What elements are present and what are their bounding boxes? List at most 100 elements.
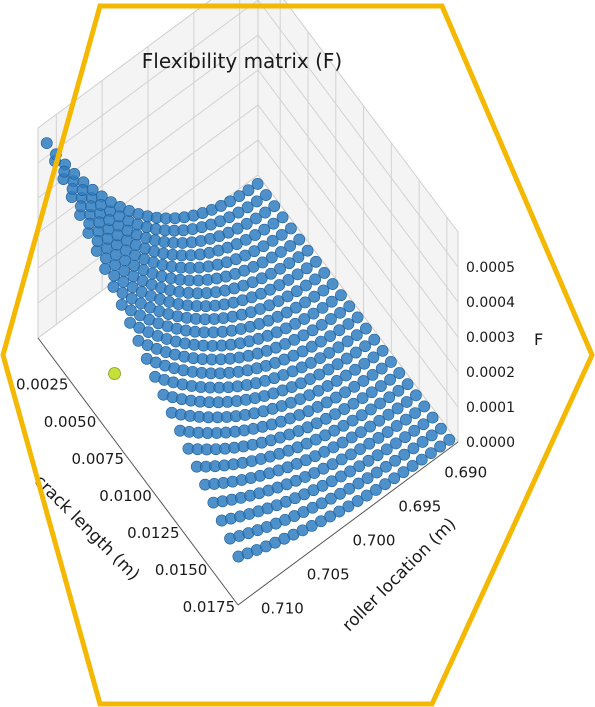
data-point	[367, 351, 380, 364]
data-point	[265, 267, 277, 280]
data-point	[352, 477, 365, 490]
data-point	[409, 407, 421, 420]
data-point	[326, 458, 339, 471]
data-point	[370, 466, 383, 479]
data-point	[110, 248, 122, 261]
data-point	[400, 413, 412, 426]
data-point	[260, 189, 272, 201]
data-point	[336, 436, 349, 449]
data-point	[292, 251, 305, 264]
data-point	[390, 420, 403, 432]
data-point	[267, 217, 280, 230]
data-point	[256, 256, 269, 269]
data-point	[366, 369, 379, 381]
data-point	[355, 426, 367, 439]
data-point	[248, 245, 261, 258]
data-point	[290, 301, 302, 314]
data-point	[368, 333, 381, 346]
data-point	[111, 229, 124, 242]
data-point	[345, 448, 357, 461]
data-point	[305, 340, 318, 353]
data-point	[308, 290, 321, 303]
data-point	[124, 316, 136, 329]
data-point	[350, 329, 363, 342]
data-point	[347, 397, 360, 410]
data-point	[338, 403, 351, 415]
data-point	[341, 335, 354, 348]
data-point	[300, 279, 312, 292]
chart-title: Flexibility matrix (F)	[142, 49, 342, 73]
data-point	[241, 201, 254, 214]
z-tick-label: 0.0003	[466, 330, 515, 346]
data-point	[323, 347, 336, 359]
data-point	[118, 265, 131, 277]
data-point	[273, 279, 286, 291]
data-point	[393, 367, 406, 379]
data-point	[398, 448, 411, 461]
data-point	[265, 251, 278, 264]
data-point	[332, 341, 345, 354]
data-point	[324, 510, 336, 523]
data-point	[374, 397, 386, 410]
data-point	[343, 482, 356, 495]
data-point	[327, 441, 340, 454]
data-point	[105, 196, 117, 209]
data-point	[251, 178, 264, 190]
data-point	[249, 229, 261, 241]
data-point	[320, 412, 332, 425]
data-point	[380, 460, 392, 473]
data-point	[348, 380, 361, 393]
data-point	[384, 373, 396, 386]
grid-line	[37, 69, 459, 338]
data-point	[58, 165, 71, 178]
data-point	[399, 431, 411, 444]
data-point	[66, 183, 79, 195]
data-point	[266, 234, 279, 247]
y-tick-label: 0.710	[261, 599, 304, 617]
data-point	[315, 515, 327, 528]
data-point	[325, 295, 338, 308]
data-point	[358, 357, 371, 370]
data-point	[272, 295, 285, 307]
data-point	[329, 408, 341, 420]
y-tick-label: 0.705	[307, 565, 350, 583]
data-point	[276, 211, 289, 224]
data-point	[115, 298, 128, 311]
data-point	[99, 263, 111, 275]
data-point	[407, 442, 420, 455]
data-point	[93, 216, 106, 229]
data-point	[298, 313, 311, 325]
data-point	[284, 240, 296, 252]
data-point	[346, 414, 359, 427]
data-point	[125, 304, 137, 317]
data-point	[75, 200, 87, 213]
data-point	[40, 137, 53, 149]
data-point	[333, 324, 346, 337]
data-point	[340, 352, 353, 365]
data-point	[363, 437, 376, 450]
grid-line	[37, 34, 459, 303]
y-tick-label: 0.690	[444, 464, 487, 482]
data-point	[375, 380, 387, 392]
data-point	[401, 378, 414, 391]
data-point	[282, 274, 295, 286]
data-point	[425, 447, 437, 460]
data-point	[91, 235, 104, 247]
data-point	[365, 403, 377, 416]
data-point	[317, 284, 330, 297]
data-point	[126, 281, 139, 294]
data-point	[417, 418, 430, 431]
data-point	[389, 454, 401, 467]
data-point	[250, 212, 262, 225]
data-point	[100, 252, 112, 265]
data-point	[318, 267, 331, 279]
z-axis-label: F	[534, 330, 543, 349]
data-point	[371, 449, 384, 462]
x-tick-label: 0.0100	[99, 487, 152, 505]
data-point	[340, 369, 352, 382]
data-point	[365, 386, 378, 399]
data-point	[325, 475, 338, 488]
grid-line	[37, 0, 459, 268]
data-point	[325, 313, 337, 325]
data-point	[120, 244, 132, 257]
